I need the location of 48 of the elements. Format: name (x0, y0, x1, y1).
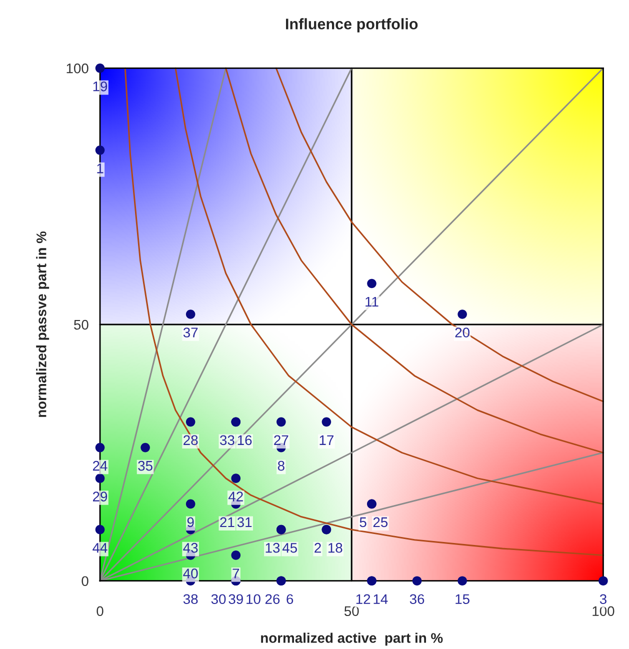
annotation: 38 (183, 594, 198, 604)
annotation: 11 (366, 296, 378, 307)
annotation: 3 (600, 594, 606, 604)
annotation: 39 (228, 594, 243, 604)
annotation: 15 (456, 594, 470, 604)
annotation: 24 (92, 460, 108, 471)
x-tick-label: 50 (344, 606, 359, 616)
annotation: 26 (265, 594, 280, 604)
chart-title: Influence portfolio (286, 18, 418, 32)
annotation: 10 (246, 594, 260, 604)
annotation: 35 (138, 460, 152, 471)
annotation: 45 (282, 543, 297, 553)
annotation: 14 (374, 594, 388, 604)
annotation: 33 (220, 435, 234, 446)
y-tick-label: 50 (74, 320, 88, 330)
annotation: 2 (314, 542, 321, 553)
annotation: 16 (238, 435, 252, 446)
annotation: 25 (373, 517, 388, 528)
y-tick-label: 100 (66, 63, 88, 74)
annotation: 13 (266, 542, 280, 553)
annotation: 27 (274, 435, 288, 445)
annotation: 7 (232, 568, 240, 578)
annotation: 1 (97, 164, 104, 174)
annotation: 36 (410, 594, 424, 604)
annotation: 5 (360, 517, 366, 528)
annotation: 40 (183, 568, 198, 578)
annotation: 6 (286, 594, 294, 604)
annotation: 28 (184, 435, 198, 446)
annotation: 17 (320, 435, 334, 445)
y-tick-label: 0 (82, 576, 88, 586)
annotation: 42 (228, 492, 243, 502)
annotation: 31 (237, 517, 252, 528)
x-tick-label: 100 (592, 606, 614, 616)
annotation: 19 (93, 81, 108, 92)
annotation: 8 (278, 460, 284, 471)
annotation: 21 (220, 517, 234, 527)
annotation: 29 (92, 492, 108, 502)
annotation: 12 (356, 594, 370, 604)
annotation: 43 (183, 542, 198, 553)
annotation: 44 (92, 543, 108, 553)
annotation: 9 (187, 517, 194, 528)
annotation: 30 (211, 594, 226, 604)
x-tick-label: 0 (96, 606, 104, 616)
annotation: 20 (455, 328, 470, 338)
x-axis-title: normalized active part in % (261, 632, 443, 646)
y-axis-title: normalized passve part in % (36, 231, 50, 417)
annotation: 18 (328, 542, 342, 553)
annotation: 37 (183, 328, 198, 338)
